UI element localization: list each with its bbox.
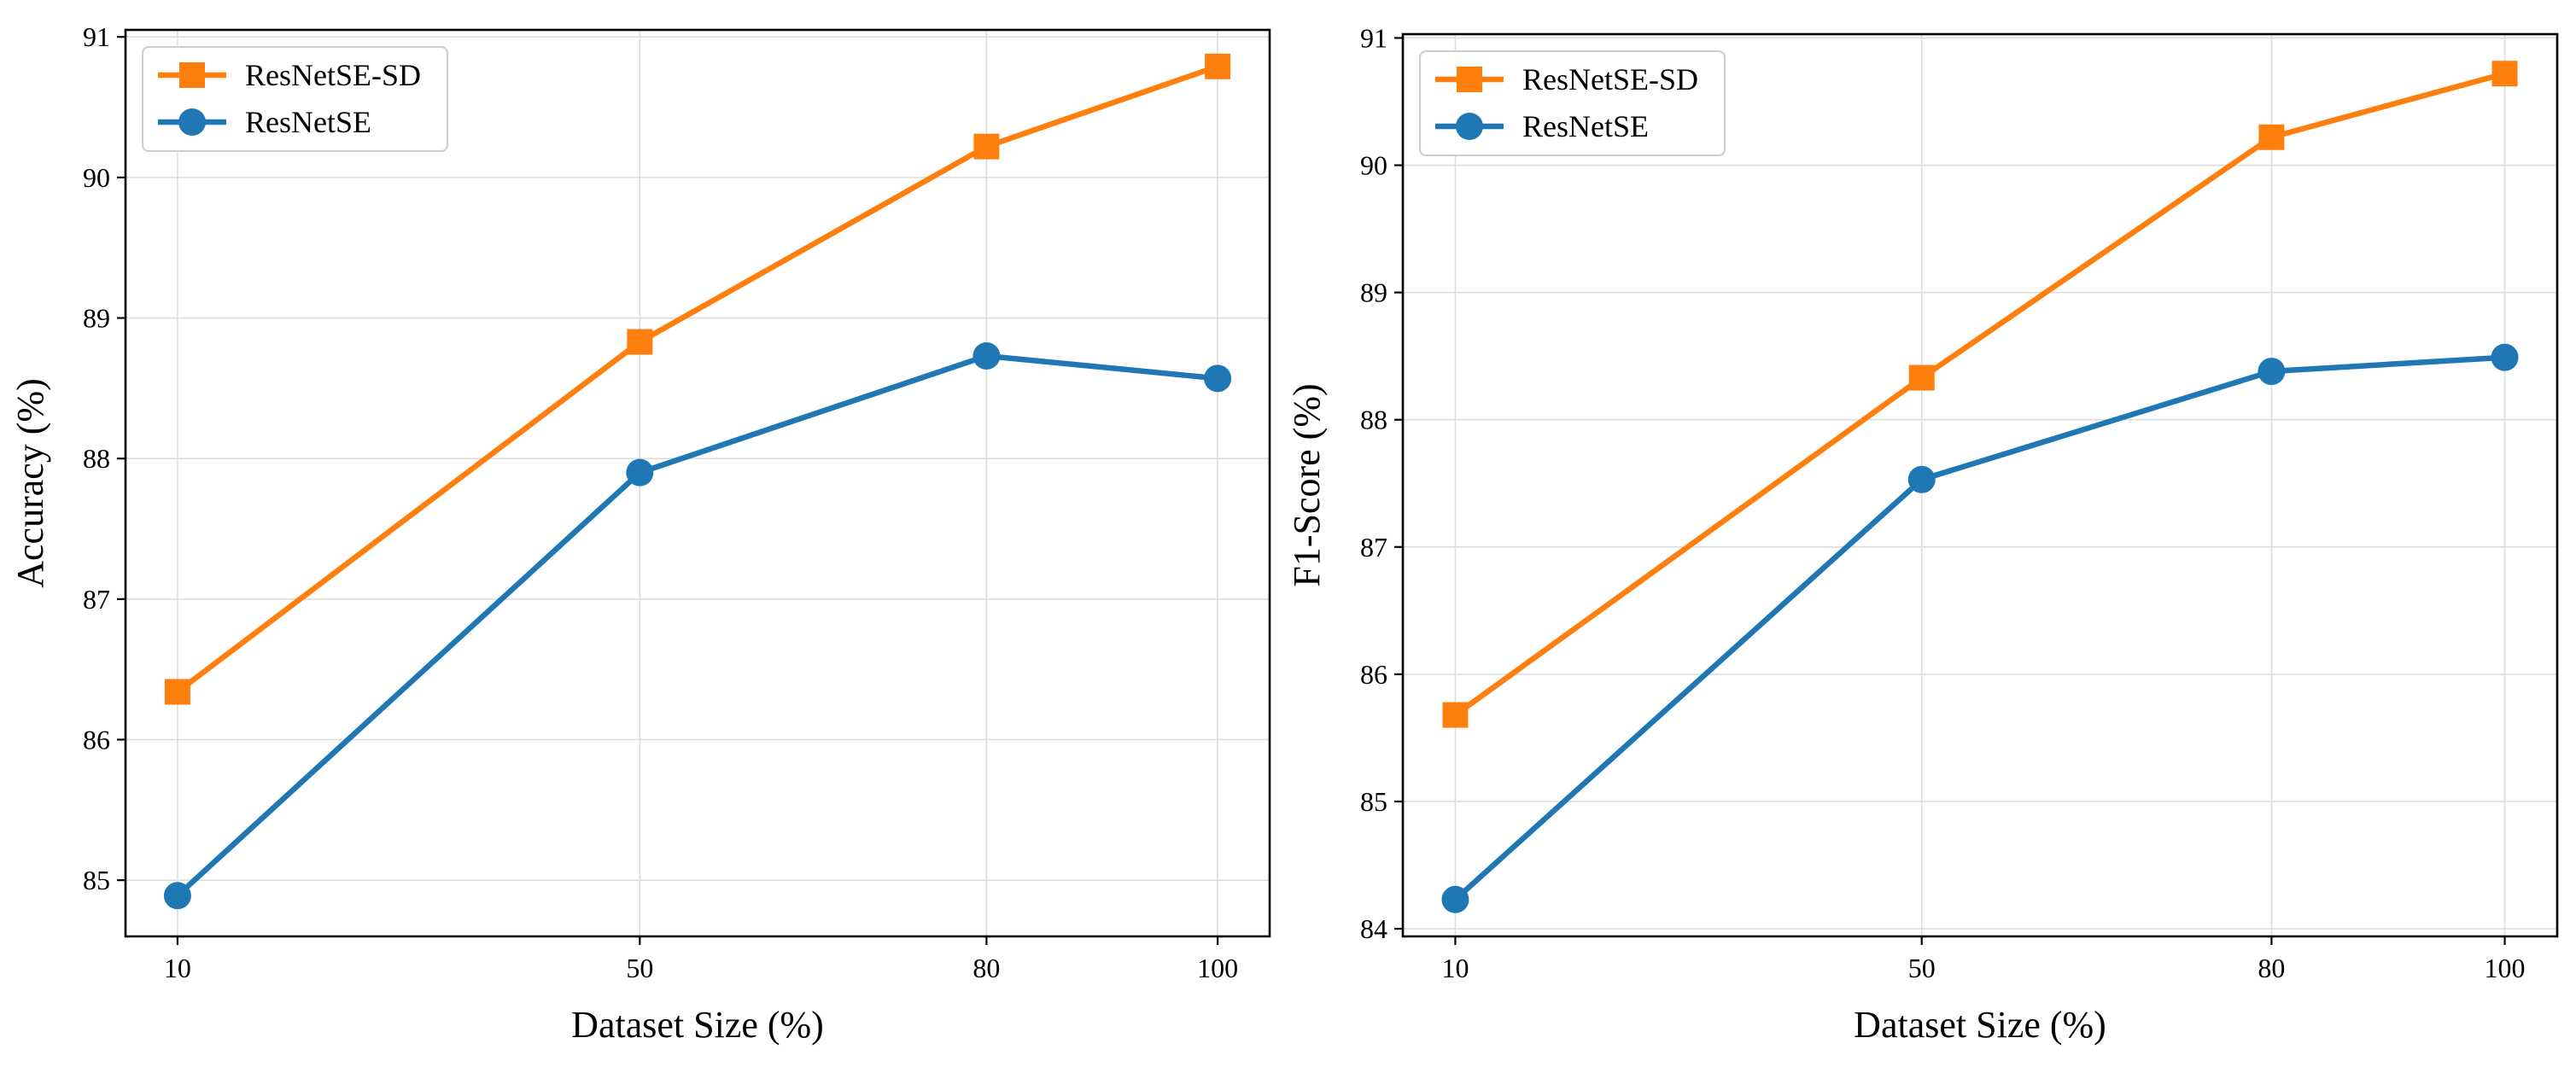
y-axis-label: F1-Score (%) [1286,383,1328,586]
data-point-resnetse-sd [973,133,1000,160]
data-point-resnetse [1441,885,1469,913]
legend-marker-resnetse-sd [1457,67,1482,92]
y-tick-label: 89 [83,303,110,334]
y-tick-label: 90 [83,162,110,193]
data-point-resnetse-sd [2491,61,2518,87]
data-point-resnetse-sd [1205,53,1231,79]
y-tick-label: 88 [83,443,110,474]
x-tick-label: 10 [1441,953,1469,983]
legend-marker-resnetse-sd [179,62,205,88]
y-tick-label: 91 [83,21,110,52]
data-point-resnetse-sd [2258,124,2285,150]
x-tick-label: 50 [626,953,653,983]
legend-label-resnetse: ResNetSE [1522,109,1649,143]
data-point-resnetse [1204,364,1232,393]
accuracy-chart-panel: 10 50 80 100 85 86 87 88 89 90 91 Dataset Size (%) A… [9,21,1271,1046]
y-tick-label: 85 [1360,786,1387,817]
x-axis-label: Dataset Size (%) [571,1004,824,1046]
data-point-resnetse-sd [1442,702,1469,728]
data-point-resnetse [1907,465,1936,493]
data-point-resnetse-sd [627,329,653,355]
x-tick-label: 80 [973,953,1000,983]
x-tick-label: 100 [1197,953,1238,983]
y-tick-label: 89 [1360,277,1387,308]
x-axis-label: Dataset Size (%) [1854,1004,2106,1046]
y-tick-label: 91 [1360,22,1387,53]
series-line-resnetse-sd [1452,70,2508,718]
data-point-resnetse-sd [1908,364,1935,391]
data-point-resnetse [2491,343,2519,371]
data-point-resnetse [626,458,654,487]
y-tick-label: 84 [1360,913,1387,944]
legend-label-resnetse-sd: ResNetSE-SD [1522,62,1698,96]
data-point-resnetse [2258,358,2286,386]
series-line-resnetse [1452,354,2508,903]
f1-score-chart-panel: 10 50 80 100 84 85 86 87 88 89 90 91 Dataset Size (%… [1286,22,2559,1046]
legend-label-resnetse: ResNetSE [245,105,371,139]
data-point-resnetse-sd [164,679,190,705]
y-tick-label: 86 [1360,659,1387,690]
y-tick-label: 90 [1360,150,1387,181]
y-tick-label: 86 [83,724,110,755]
y-axis-label: Accuracy (%) [9,378,51,588]
series-line-resnetse [174,353,1221,899]
x-tick-label: 100 [2485,953,2526,983]
legend-label-resnetse-sd: ResNetSE-SD [245,58,421,92]
x-tick-label: 80 [2258,953,2285,983]
legend-marker-resnetse [178,108,206,136]
y-tick-label: 87 [83,584,110,615]
data-point-resnetse [973,341,1001,370]
data-point-resnetse [163,882,191,910]
axes-frame [1401,32,2559,938]
y-tick-label: 88 [1360,405,1387,435]
legend-marker-resnetse [1456,113,1483,140]
y-tick-label: 87 [1360,532,1387,563]
axes-frame [124,28,1271,938]
series-line-resnetse-sd [174,63,1221,695]
x-tick-label: 50 [1908,953,1936,983]
x-tick-label: 10 [164,953,191,983]
y-tick-label: 85 [83,865,110,895]
